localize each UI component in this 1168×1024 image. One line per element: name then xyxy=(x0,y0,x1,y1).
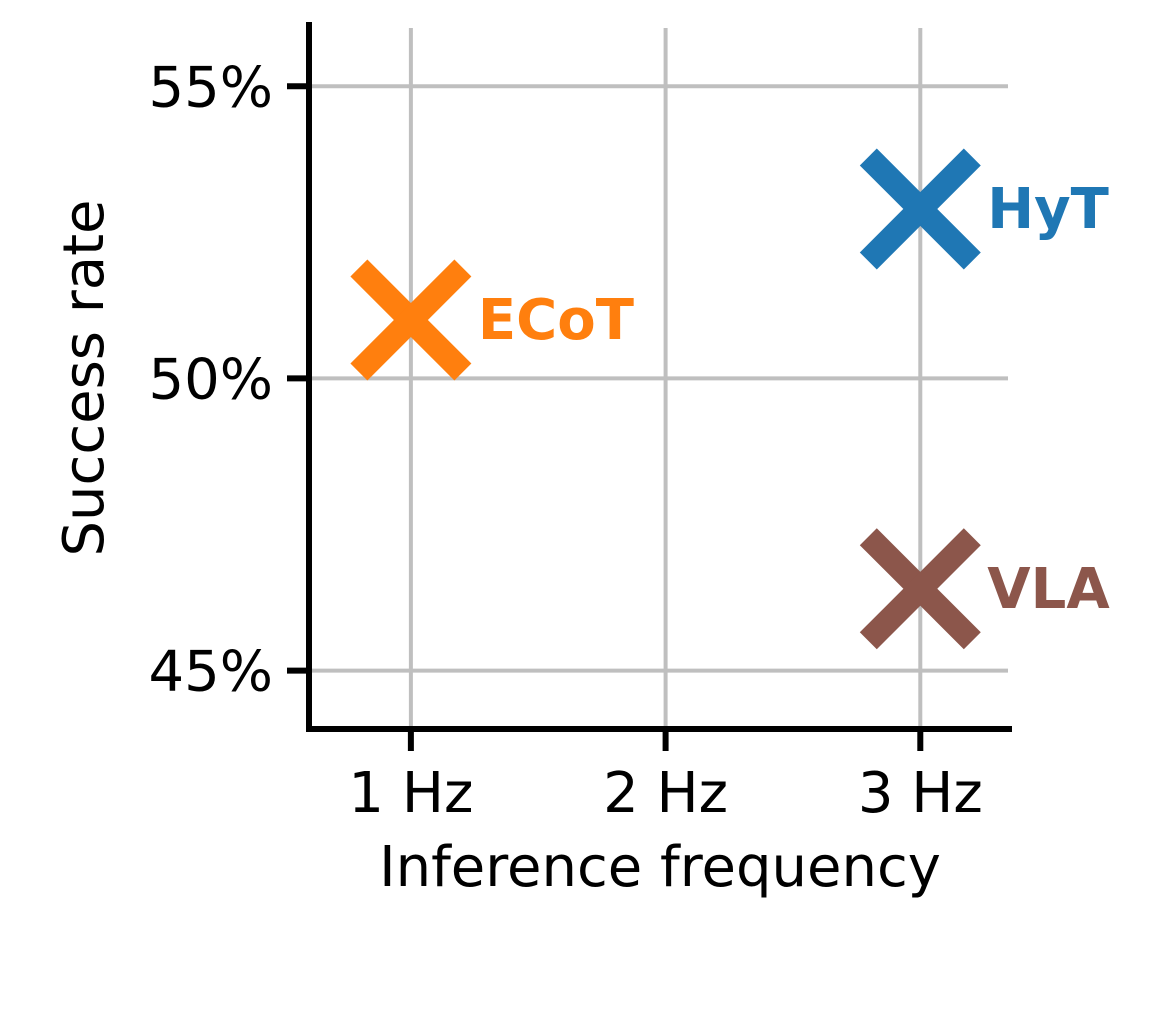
x-tick-label: 1 Hz xyxy=(348,761,473,826)
y-axis-label: Success rate xyxy=(52,200,117,557)
data-point-hyt: HyT xyxy=(859,148,1109,270)
x-axis-label: Inference frequency xyxy=(379,835,941,900)
data-points: ECoT HyT VLA xyxy=(350,148,1110,650)
grid xyxy=(309,28,1008,729)
y-tick-label: 45% xyxy=(149,640,273,705)
x-tick-label: 2 Hz xyxy=(603,761,728,826)
point-label: VLA xyxy=(987,557,1110,622)
point-label: ECoT xyxy=(478,288,634,353)
x-tick-label: 3 Hz xyxy=(858,761,983,826)
y-tick-label: 50% xyxy=(149,347,273,412)
y-tick-label: 55% xyxy=(149,55,273,120)
point-label: HyT xyxy=(987,177,1109,242)
data-point-vla: VLA xyxy=(859,528,1110,650)
x-marker-stroke xyxy=(350,259,472,381)
x-marker-stroke xyxy=(859,148,981,270)
x-marker-stroke xyxy=(859,528,981,650)
ticks: 1 Hz 2 Hz 3 Hz 45% 50% 55% xyxy=(149,55,983,826)
data-point-ecot: ECoT xyxy=(350,259,634,381)
